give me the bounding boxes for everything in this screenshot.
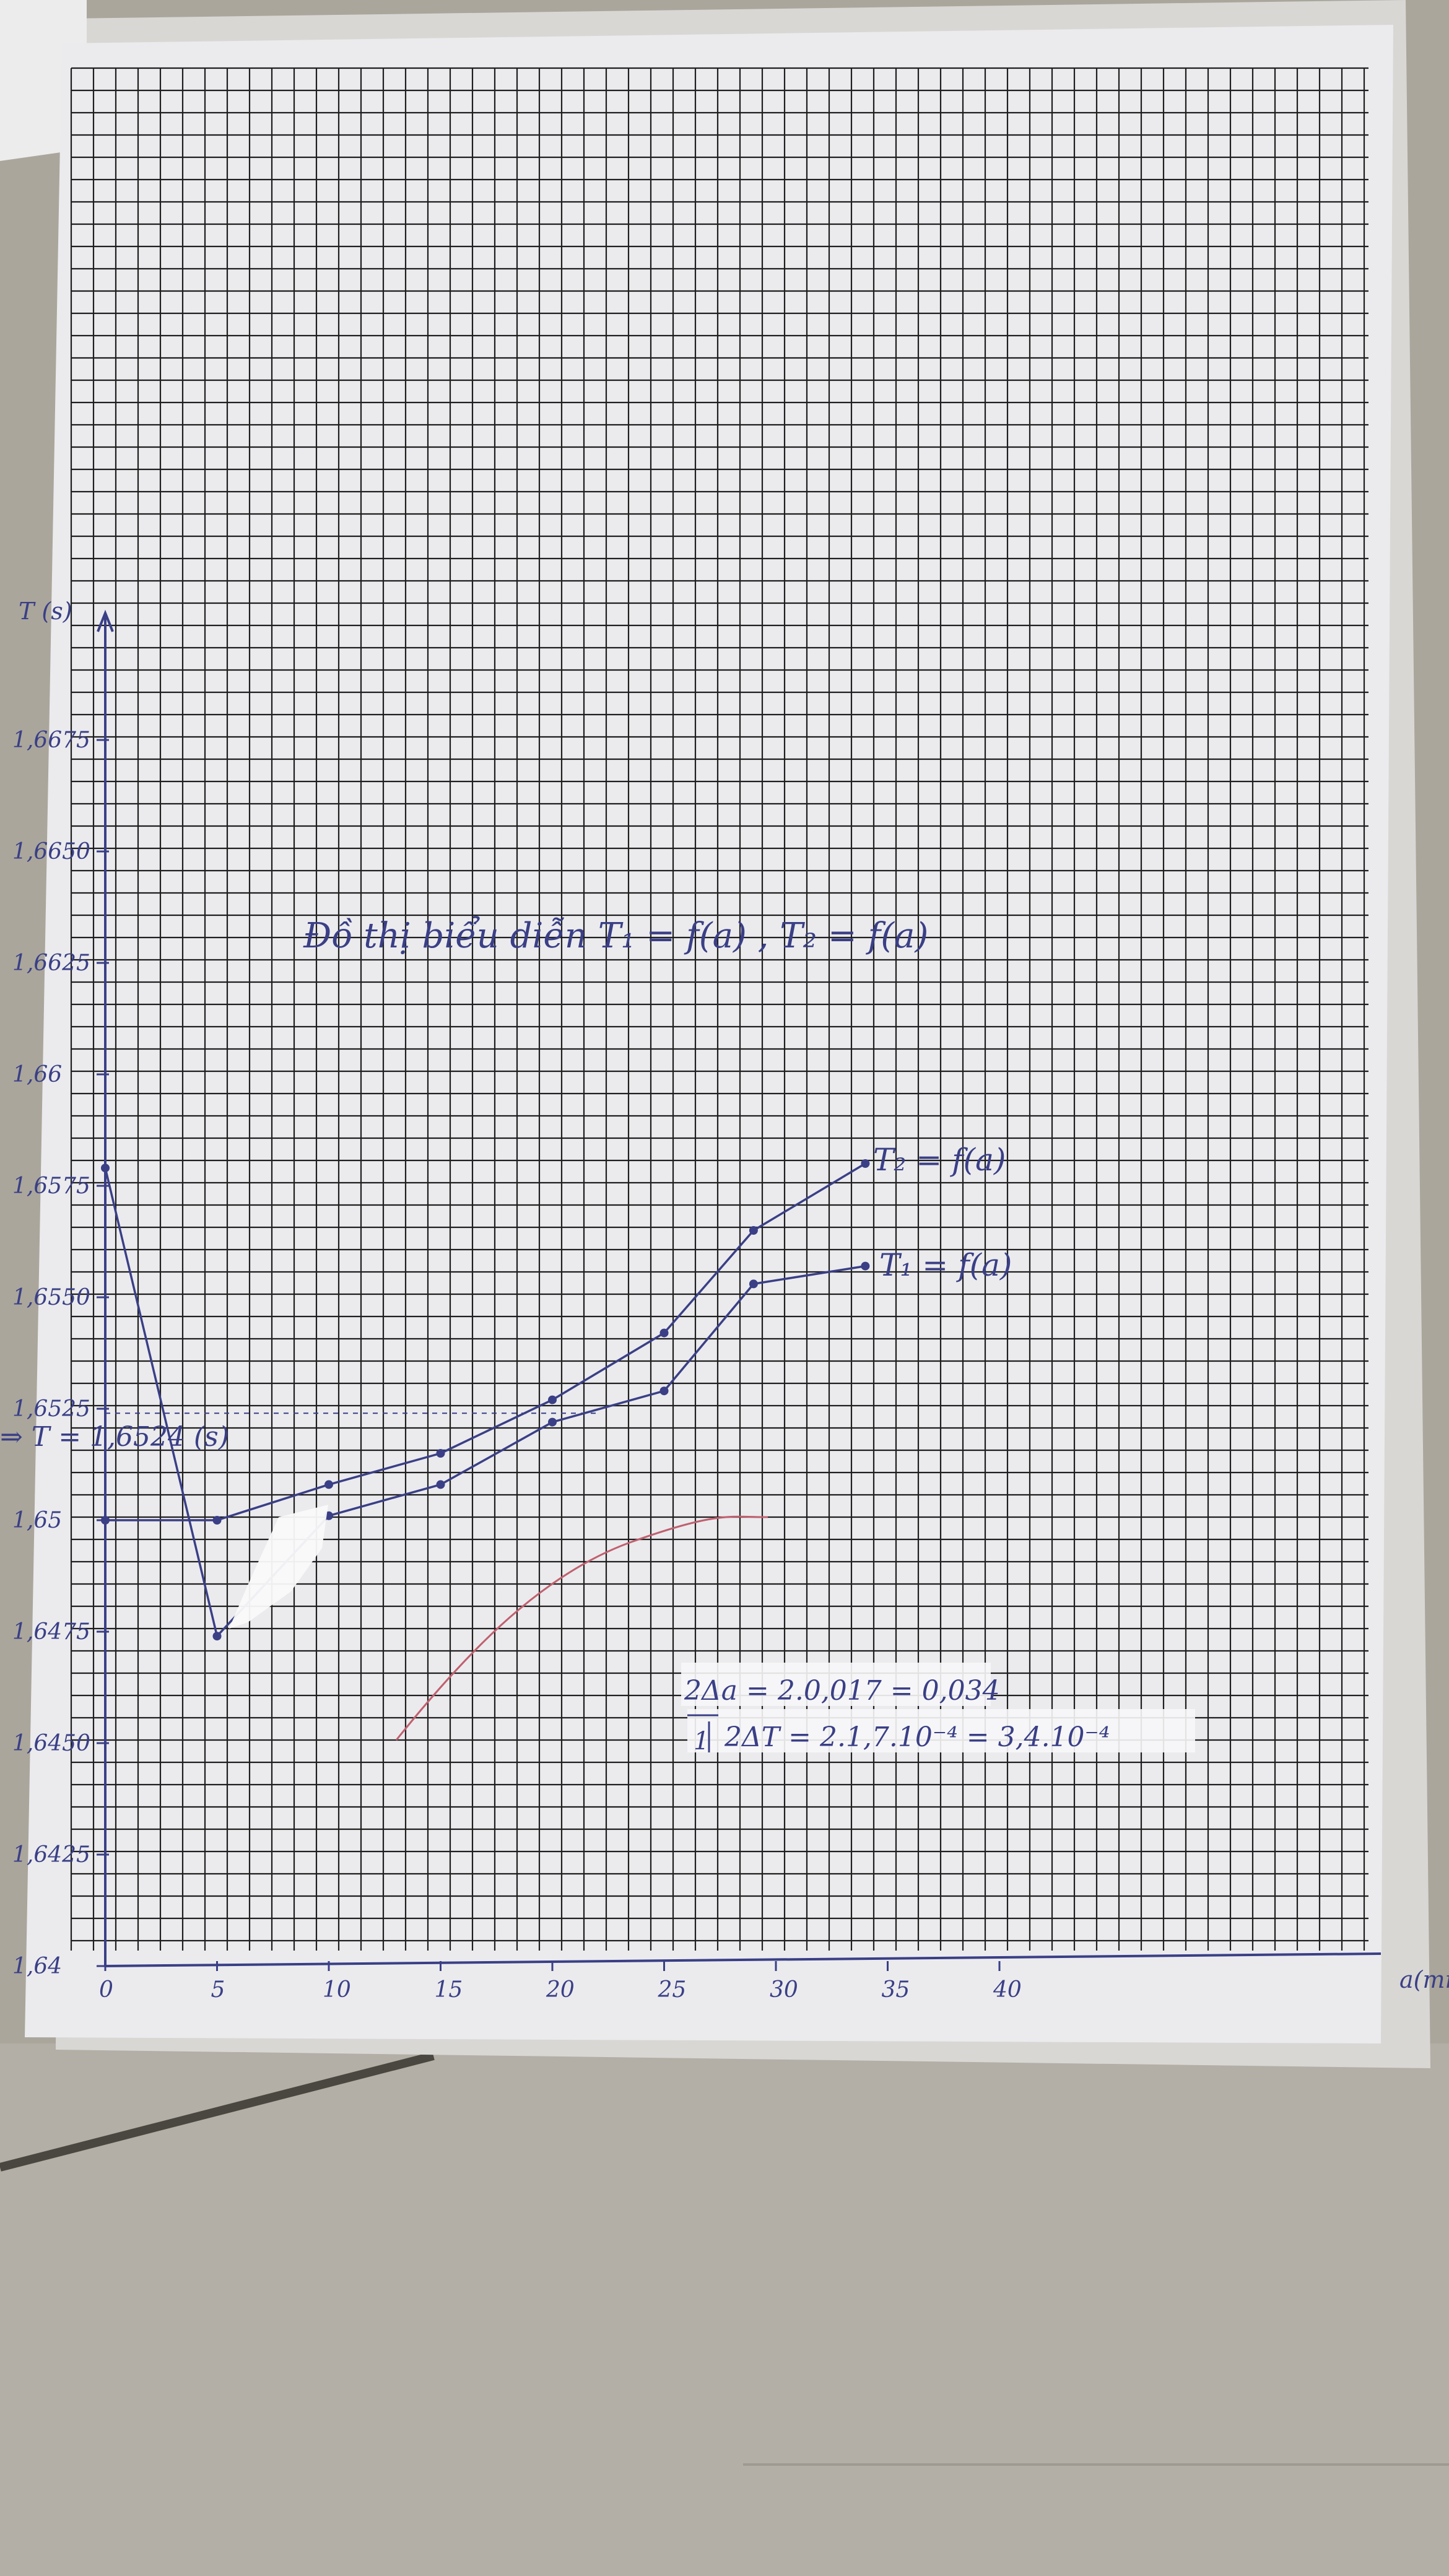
y-tick-labels: 1,64 1,6425 1,6450 1,6475 1,65 1,6525 1,6550 1,… bbox=[12, 728, 109, 1979]
x-tick-label: 5 bbox=[211, 1977, 225, 2003]
red-pencil-curve bbox=[395, 1515, 768, 1741]
data-point bbox=[749, 1279, 758, 1289]
series-lines bbox=[104, 1162, 866, 1637]
data-point bbox=[861, 1159, 870, 1168]
error-box-arrows bbox=[687, 1714, 718, 1752]
x-tick-label: 10 bbox=[323, 1977, 351, 2003]
x-tick-label: 15 bbox=[435, 1977, 463, 2003]
y-tick-label: 1,6575 bbox=[12, 1173, 90, 1199]
chart-title: Đồ thị biểu diễn T₁ = f(a) , T₂ = f(a) bbox=[303, 916, 928, 956]
x-tick-label: 25 bbox=[658, 1977, 687, 2003]
data-point bbox=[436, 1449, 445, 1458]
series-label-t2: T₂ = f(a) bbox=[873, 1142, 1006, 1178]
x-tick-label: 20 bbox=[546, 1977, 575, 2003]
y-tick-label: 1,6675 bbox=[12, 728, 90, 753]
data-point bbox=[861, 1261, 870, 1271]
data-point bbox=[324, 1480, 333, 1489]
y-tick-label: 1,6450 bbox=[12, 1731, 90, 1756]
series-line-2 bbox=[104, 1167, 866, 1637]
y-tick-label: 1,6650 bbox=[12, 839, 90, 864]
data-point bbox=[548, 1395, 557, 1404]
graph-paper-chart: 1,64 1,6425 1,6450 1,6475 1,65 1,6525 1,6550 1,… bbox=[0, 67, 1449, 2003]
error-t-annotation: 2ΔT = 2.1,7.10⁻⁴ = 3,4.10⁻⁴ bbox=[724, 1721, 1110, 1753]
y-tick-label: 1,6625 bbox=[12, 951, 90, 976]
x-tick-labels: 0 5 10 15 20 25 30 35 40 bbox=[99, 1961, 1022, 2003]
x-tick-label: 40 bbox=[993, 1977, 1022, 2003]
y-tick-label: 1,6475 bbox=[12, 1619, 90, 1645]
x-tick-label: 0 bbox=[99, 1977, 113, 2003]
data-point bbox=[101, 1164, 110, 1173]
data-point bbox=[749, 1226, 758, 1235]
y-axis-label: T (s) bbox=[19, 598, 72, 625]
y-tick-label: 1,6550 bbox=[12, 1285, 90, 1310]
data-point bbox=[212, 1632, 222, 1641]
graph-grid bbox=[70, 67, 1368, 1951]
y-tick-label: 1,6425 bbox=[12, 1842, 90, 1868]
x-tick-label: 35 bbox=[882, 1977, 910, 2003]
y-axis-arrow bbox=[97, 609, 114, 632]
intersection-label: ⇒ T = 1,6524 (s) bbox=[0, 1421, 229, 1453]
x-tick-label: 30 bbox=[770, 1977, 798, 2003]
x-axis-line bbox=[105, 1952, 1382, 1967]
y-tick-label: 1,64 bbox=[12, 1954, 62, 1979]
series-line-1 bbox=[105, 1162, 866, 1521]
data-point bbox=[101, 1516, 110, 1525]
error-t-mark: 1 bbox=[694, 1727, 709, 1756]
series-label-t1: T₁ = f(a) bbox=[879, 1247, 1012, 1283]
data-point bbox=[659, 1328, 669, 1338]
data-point bbox=[212, 1516, 222, 1525]
x-axis-label: a(mm) bbox=[1399, 1966, 1449, 1993]
y-tick-label: 1,6525 bbox=[12, 1396, 90, 1422]
data-point bbox=[436, 1480, 445, 1489]
data-point bbox=[659, 1386, 669, 1396]
data-point bbox=[548, 1417, 557, 1427]
y-tick-label: 1,66 bbox=[12, 1062, 62, 1087]
axes bbox=[97, 609, 1382, 1967]
correction-patch bbox=[229, 1505, 328, 1629]
error-a-annotation: 2Δa = 2.0,017 = 0,034 bbox=[684, 1675, 1000, 1707]
series-points bbox=[101, 1159, 870, 1641]
y-tick-label: 1,65 bbox=[12, 1508, 62, 1533]
